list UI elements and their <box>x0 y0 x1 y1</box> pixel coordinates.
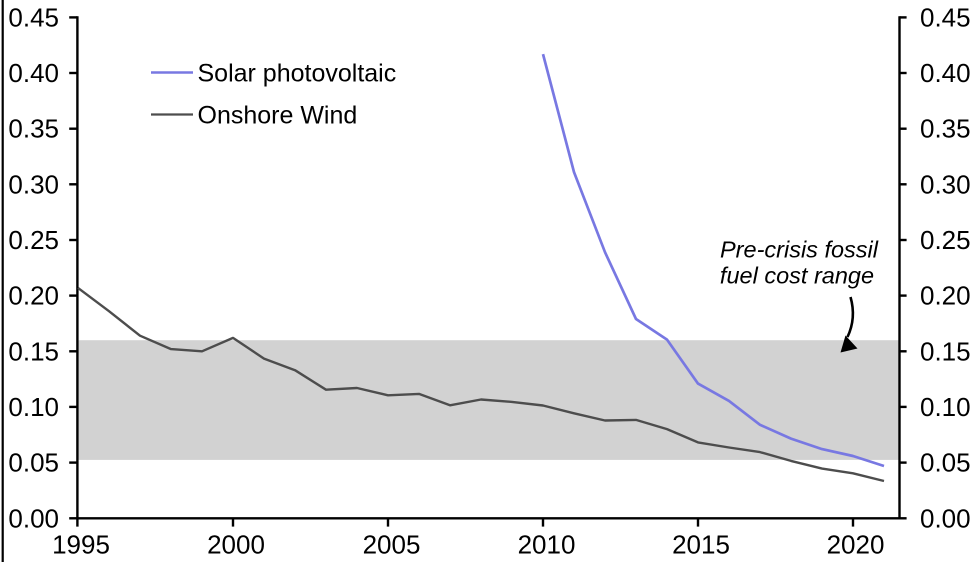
svg-text:fuel cost range: fuel cost range <box>720 262 874 288</box>
svg-text:0.35: 0.35 <box>8 114 59 144</box>
svg-text:0.35: 0.35 <box>920 114 971 144</box>
svg-text:0.40: 0.40 <box>8 58 59 88</box>
svg-text:2005: 2005 <box>363 529 421 559</box>
svg-text:0.40: 0.40 <box>920 58 971 88</box>
svg-text:0.15: 0.15 <box>920 336 971 366</box>
svg-text:0.25: 0.25 <box>8 225 59 255</box>
svg-text:0.05: 0.05 <box>8 448 59 478</box>
svg-text:0.45: 0.45 <box>8 2 59 32</box>
svg-text:0.10: 0.10 <box>8 392 59 422</box>
svg-text:0.05: 0.05 <box>920 448 971 478</box>
svg-text:0.20: 0.20 <box>920 281 971 311</box>
svg-text:0.30: 0.30 <box>8 169 59 199</box>
svg-text:Onshore Wind: Onshore Wind <box>198 102 358 130</box>
svg-text:2015: 2015 <box>672 529 730 559</box>
svg-text:2010: 2010 <box>518 529 576 559</box>
svg-text:2000: 2000 <box>207 529 265 559</box>
svg-text:0.00: 0.00 <box>8 503 59 533</box>
svg-text:0.30: 0.30 <box>920 169 971 199</box>
svg-text:Pre-crisis fossil: Pre-crisis fossil <box>720 237 879 263</box>
svg-text:0.10: 0.10 <box>920 392 971 422</box>
svg-text:1995: 1995 <box>52 529 110 559</box>
svg-text:0.00: 0.00 <box>920 503 971 533</box>
svg-text:2020: 2020 <box>827 529 885 559</box>
svg-text:Solar photovoltaic: Solar photovoltaic <box>198 60 397 88</box>
svg-text:0.25: 0.25 <box>920 225 971 255</box>
svg-text:0.20: 0.20 <box>8 281 59 311</box>
svg-text:0.45: 0.45 <box>920 2 971 32</box>
svg-text:0.15: 0.15 <box>8 336 59 366</box>
